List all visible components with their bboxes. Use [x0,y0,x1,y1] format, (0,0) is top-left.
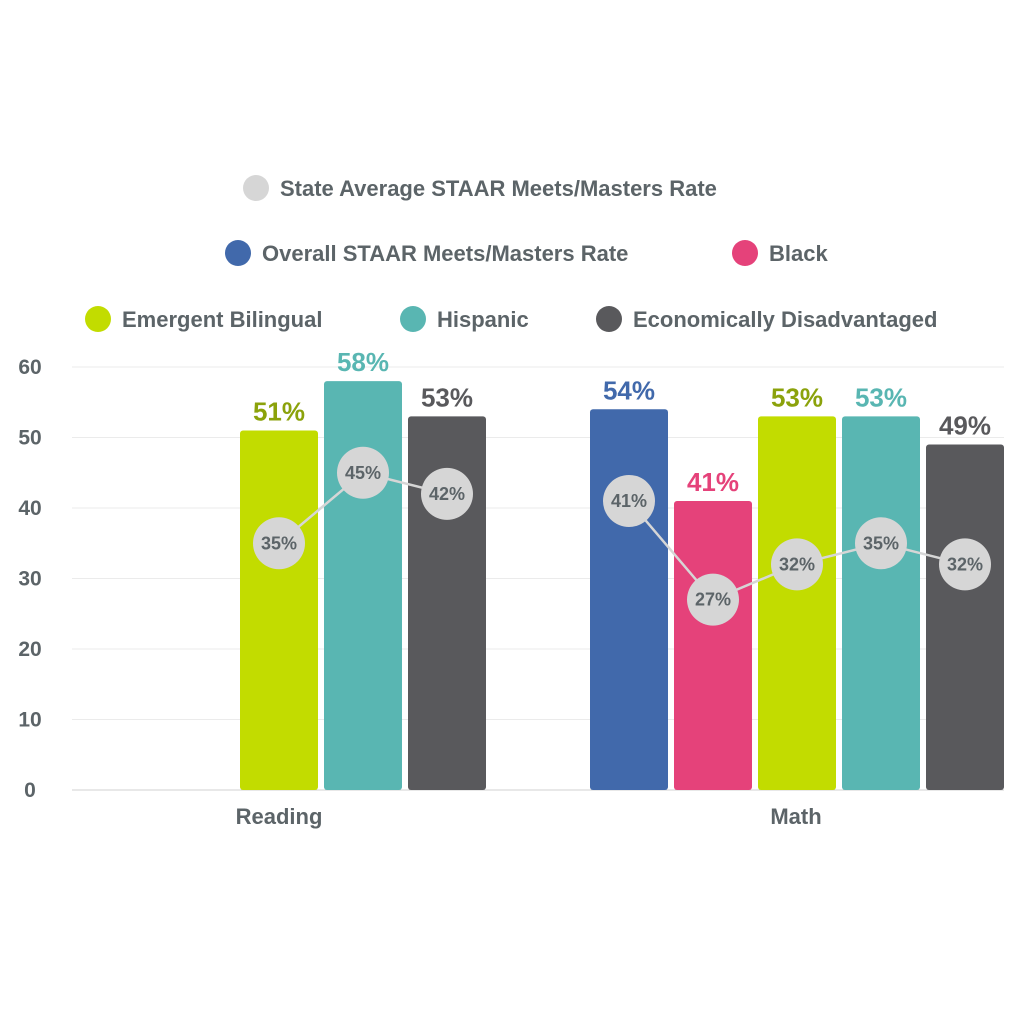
y-axis: 0 10 20 30 40 50 60 [18,356,41,802]
state-average-marker [687,573,739,626]
bars [240,381,1004,790]
y-tick-label: 40 [18,497,41,520]
x-axis: Reading Math [236,804,822,829]
state-average-marker [337,446,389,499]
legend-label: Hispanic [437,307,529,332]
bar [240,430,318,790]
bar-value-label: 54% [603,375,655,405]
legend-swatch [85,306,111,332]
bar-value-label: 58% [337,347,389,377]
state-average-label: 35% [863,533,899,553]
state-average-marker [771,538,823,591]
legend-swatch [225,240,251,266]
bar-value-label: 53% [855,382,907,412]
x-category-label: Reading [236,804,323,829]
state-average-label: 35% [261,533,297,553]
bar [842,416,920,790]
y-tick-label: 60 [18,356,41,379]
y-tick-label: 30 [18,568,41,591]
bar [590,409,668,790]
bar [926,444,1004,790]
x-category-label: Math [770,804,821,829]
bar-value-label: 53% [421,382,473,412]
legend-label: Overall STAAR Meets/Masters Rate [262,241,628,266]
state-average-label: 45% [345,463,381,483]
legend-swatch [596,306,622,332]
state-average-label: 42% [429,484,465,504]
legend-label: Black [769,241,828,266]
state-average-label: 32% [779,554,815,574]
state-average-label: 41% [611,491,647,511]
state-average-label: 27% [695,590,731,610]
state-average-marker [939,538,991,591]
bar-labels: 51% 58% 53% 54% 41% 53% 53% 49% [253,347,991,497]
legend: State Average STAAR Meets/Masters Rate Ov… [85,175,937,332]
gridlines [72,366,1004,791]
state-average-marker [253,517,305,570]
state-average-marker [855,517,907,570]
bar [324,381,402,790]
state-average-label: 32% [947,554,983,574]
bar-value-label: 53% [771,382,823,412]
legend-label: Emergent Bilingual [122,307,322,332]
y-tick-label: 20 [18,638,41,661]
bar-value-label: 41% [687,467,739,497]
legend-label: State Average STAAR Meets/Masters Rate [280,176,717,201]
legend-swatch [243,175,269,201]
y-tick-label: 10 [18,709,41,732]
state-average-marker [603,474,655,527]
bar [758,416,836,790]
y-tick-label: 0 [24,779,36,802]
state-average-markers: 35% 45% 42% 41% 27% 32% 35% 32% [253,446,991,626]
y-tick-label: 50 [18,427,41,450]
bar-value-label: 49% [939,411,991,441]
bar [674,500,752,790]
bar-value-label: 51% [253,396,305,426]
state-average-marker [421,467,473,520]
legend-label: Economically Disadvantaged [633,307,937,332]
legend-swatch [732,240,758,266]
legend-swatch [400,306,426,332]
